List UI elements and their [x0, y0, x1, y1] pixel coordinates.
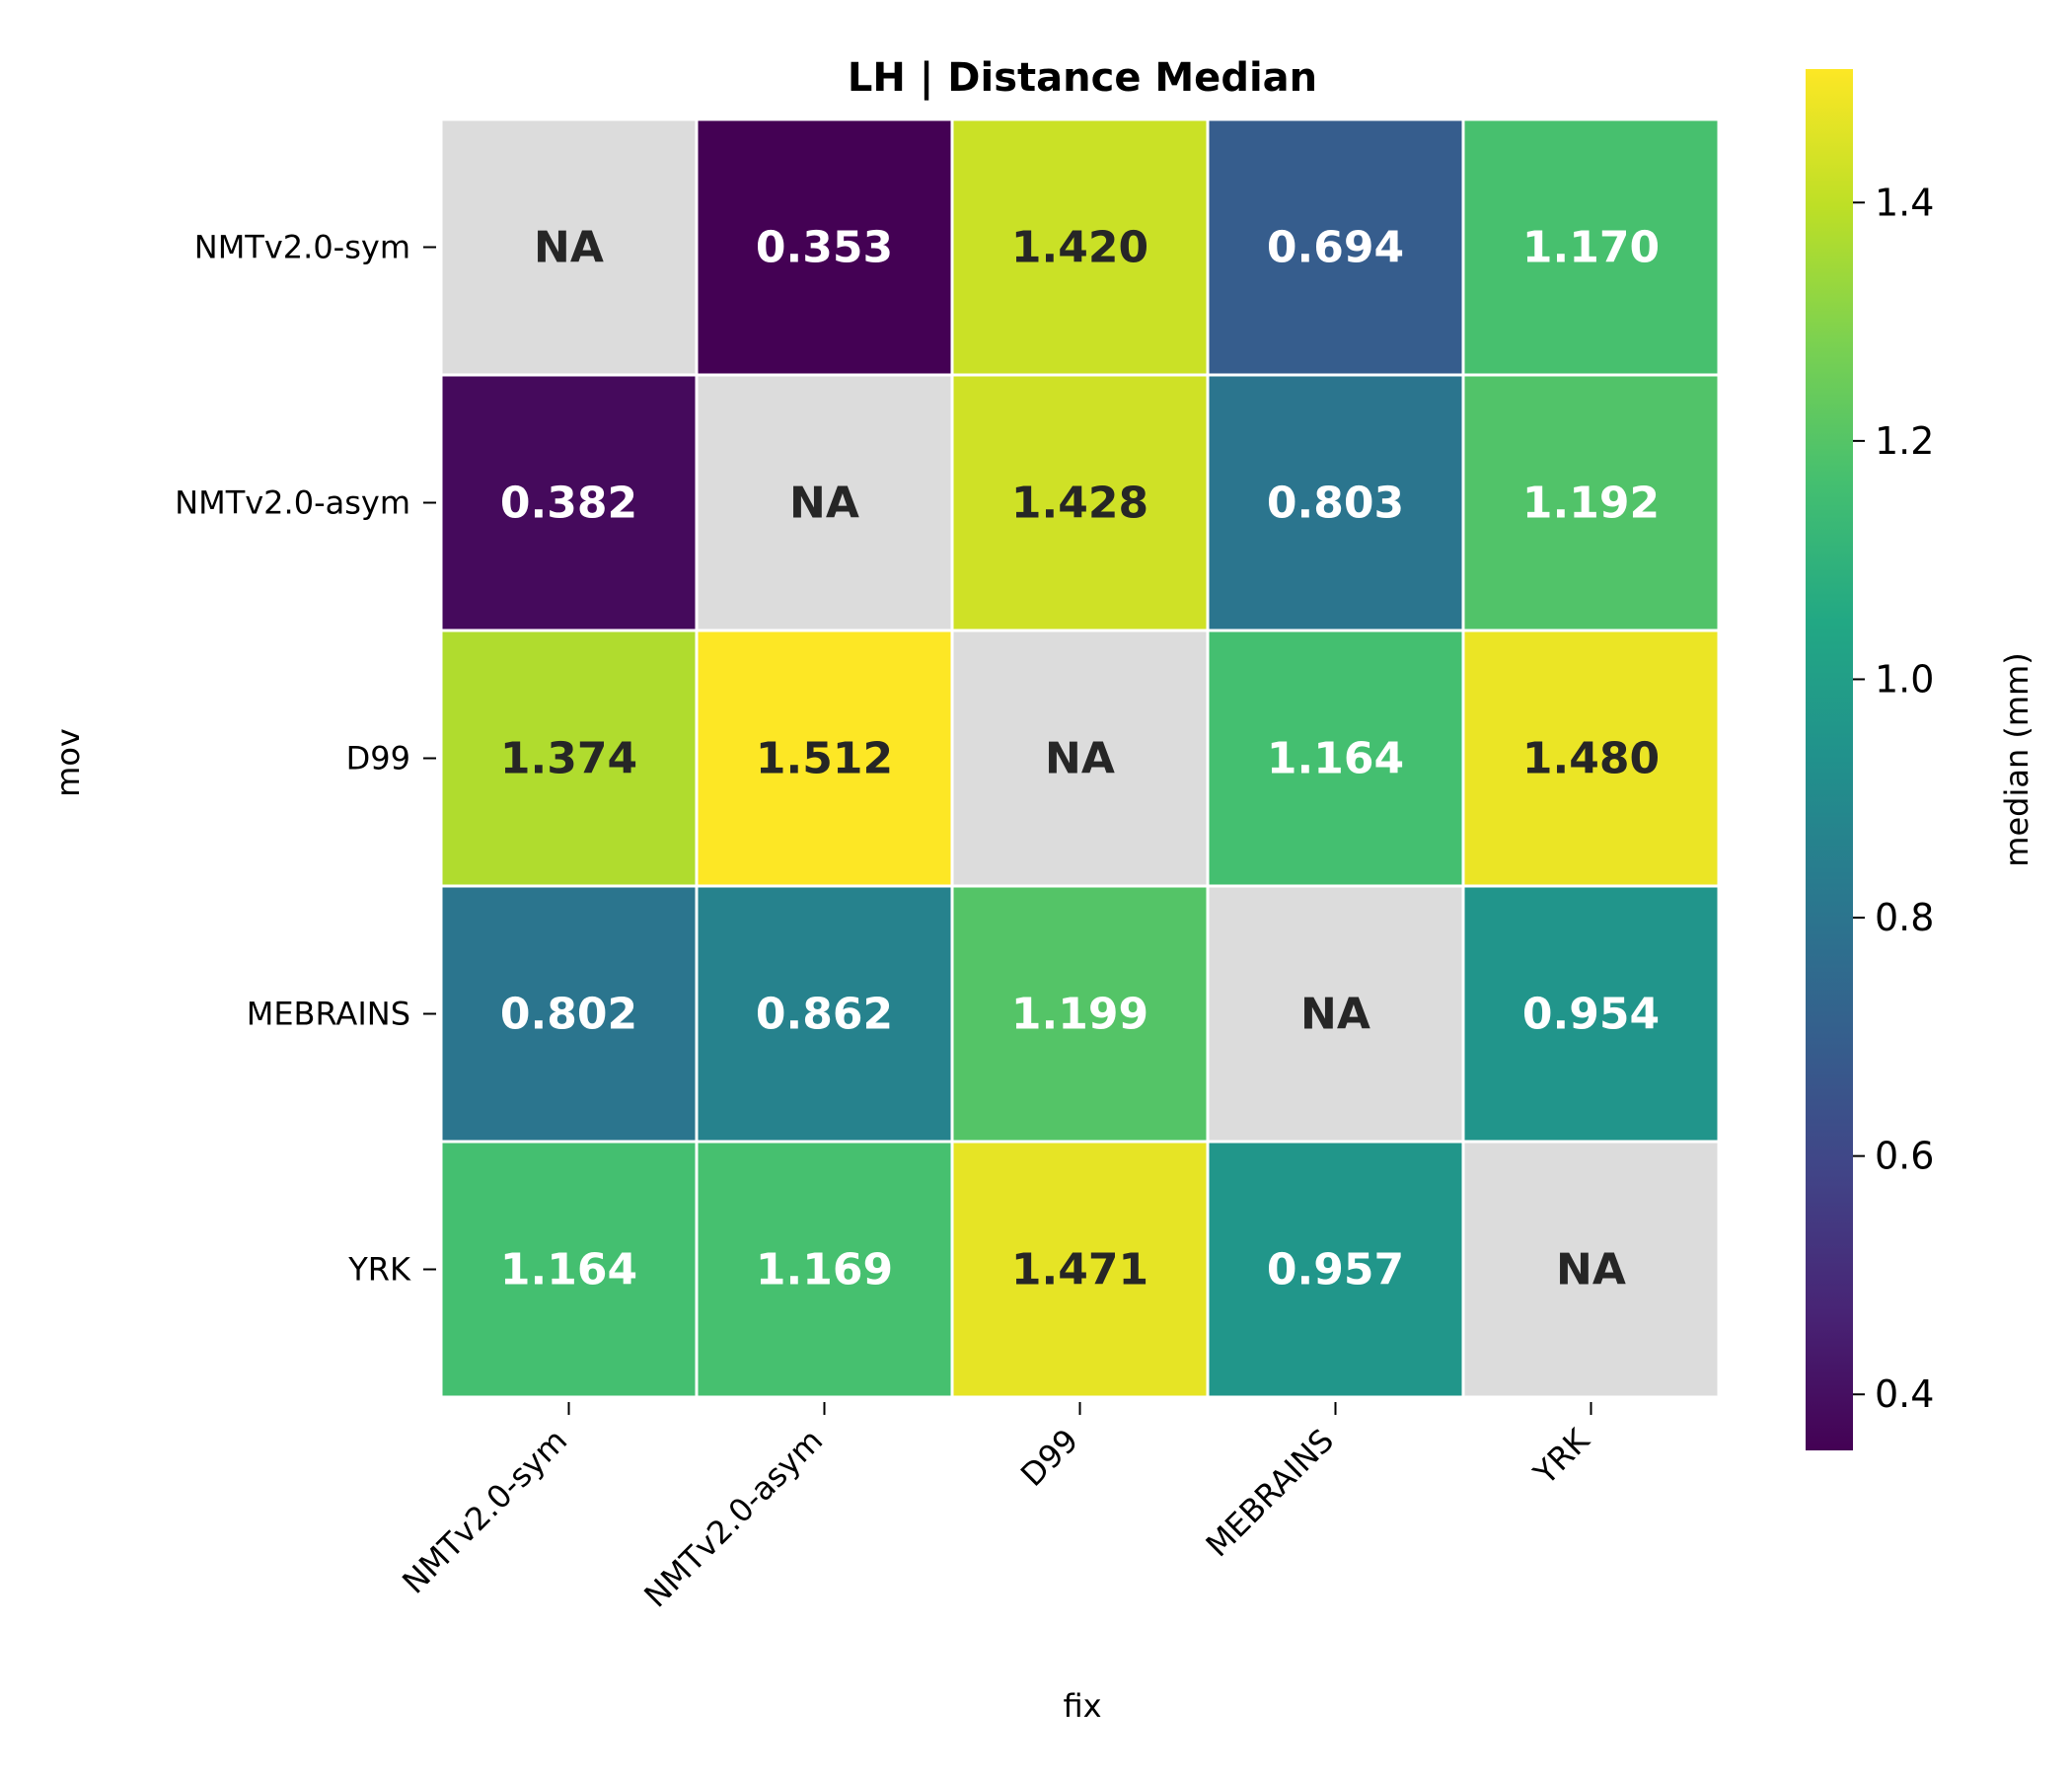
cell-value-label: 1.164	[500, 1245, 637, 1295]
cell-value-label: 0.382	[500, 479, 637, 529]
cell-value-label: NA	[534, 223, 604, 273]
y-tick-label: NMTv2.0-asym	[175, 484, 410, 522]
heatmap-cell	[950, 884, 1210, 1144]
heatmap-cell	[439, 1140, 699, 1399]
heatmap-cell	[1461, 1140, 1721, 1399]
cell-value-label: 1.170	[1522, 223, 1660, 273]
y-tick-label: NMTv2.0-sym	[194, 229, 410, 266]
cell-value-label: NA	[1045, 734, 1115, 784]
cell-value-label: 0.803	[1267, 479, 1404, 529]
cell-value-label: 1.199	[1011, 990, 1148, 1040]
colorbar-tick-label: 1.2	[1875, 419, 1934, 463]
y-tick-label: YRK	[347, 1251, 411, 1289]
heatmap-cell	[1461, 629, 1721, 888]
colorbar-tick-label: 0.6	[1875, 1135, 1934, 1178]
heatmap-cell	[950, 117, 1210, 377]
y-tick-label: MEBRAINS	[247, 996, 410, 1033]
chart-title: LH | Distance Median	[848, 55, 1317, 102]
cell-value-label: 1.471	[1011, 1245, 1148, 1295]
heatmap-cell	[1206, 629, 1465, 888]
heatmap-cell	[695, 117, 954, 377]
colorbar-tick-label: 1.0	[1875, 657, 1934, 701]
cell-value-label: 1.428	[1011, 479, 1148, 529]
colorbar-tick-label: 0.4	[1875, 1372, 1934, 1416]
cell-value-label: 1.480	[1522, 734, 1660, 784]
heatmap-cell	[1206, 884, 1465, 1144]
cell-value-label: 0.954	[1522, 990, 1660, 1040]
x-tick-label: NMTv2.0-sym	[395, 1422, 574, 1601]
cell-value-label: 0.802	[500, 990, 637, 1040]
cell-value-label: 1.192	[1522, 479, 1660, 529]
x-tick-label: YRK	[1525, 1421, 1597, 1493]
heatmap-cell	[1461, 373, 1721, 632]
x-tick-label: D99	[1013, 1422, 1085, 1494]
heatmap-cell	[439, 884, 699, 1144]
cell-value-label: NA	[1556, 1245, 1626, 1295]
heatmap-cell	[950, 1140, 1210, 1399]
cell-value-label: NA	[789, 479, 859, 529]
heatmap-cell	[1206, 117, 1465, 377]
cell-value-label: 0.353	[756, 223, 893, 273]
x-tick-labels: NMTv2.0-sym NMTv2.0-asym D99 MEBRAINS YRK	[395, 1402, 1597, 1615]
y-axis-label: mov	[49, 728, 87, 797]
cell-value-label: 1.169	[756, 1245, 893, 1295]
y-tick-label: D99	[346, 740, 410, 777]
colorbar	[1806, 69, 1853, 1450]
cell-value-label: 1.420	[1011, 223, 1148, 273]
cell-value-label: 1.164	[1267, 734, 1404, 784]
y-tick-labels: NMTv2.0-sym NMTv2.0-asym D99 MEBRAINS YRK	[175, 229, 436, 1289]
cell-value-label: 0.957	[1267, 1245, 1404, 1295]
colorbar-tick-label: 1.4	[1875, 181, 1934, 224]
heatmap-cell	[695, 884, 954, 1144]
heatmap-cell	[950, 373, 1210, 632]
heatmap-cell	[1461, 884, 1721, 1144]
heatmap-cells: NA 0.353 1.420 0.694 1.170 0.382 NA 1.428 0.803 1…	[439, 117, 1721, 1399]
cell-value-label: 0.694	[1267, 223, 1404, 273]
heatmap-cell	[439, 117, 699, 377]
heatmap-cell	[695, 1140, 954, 1399]
heatmap-cell	[1461, 117, 1721, 377]
heatmap-cell	[439, 373, 699, 632]
colorbar-ticks: 0.4 0.6 0.8 1.0 1.2 1.4	[1853, 181, 1934, 1416]
cell-value-label: 1.374	[500, 734, 637, 784]
heatmap-cell	[950, 629, 1210, 888]
cell-value-label: 0.862	[756, 990, 893, 1040]
colorbar-tick-label: 0.8	[1875, 896, 1934, 939]
x-tick-label: MEBRAINS	[1199, 1422, 1341, 1564]
colorbar-label: median (mm)	[1998, 652, 2035, 866]
x-axis-label: fix	[1063, 1687, 1101, 1725]
cell-value-label: NA	[1300, 990, 1370, 1040]
heatmap-cell	[695, 629, 954, 888]
x-tick-label: NMTv2.0-asym	[636, 1422, 830, 1615]
cell-value-label: 1.512	[756, 734, 893, 784]
